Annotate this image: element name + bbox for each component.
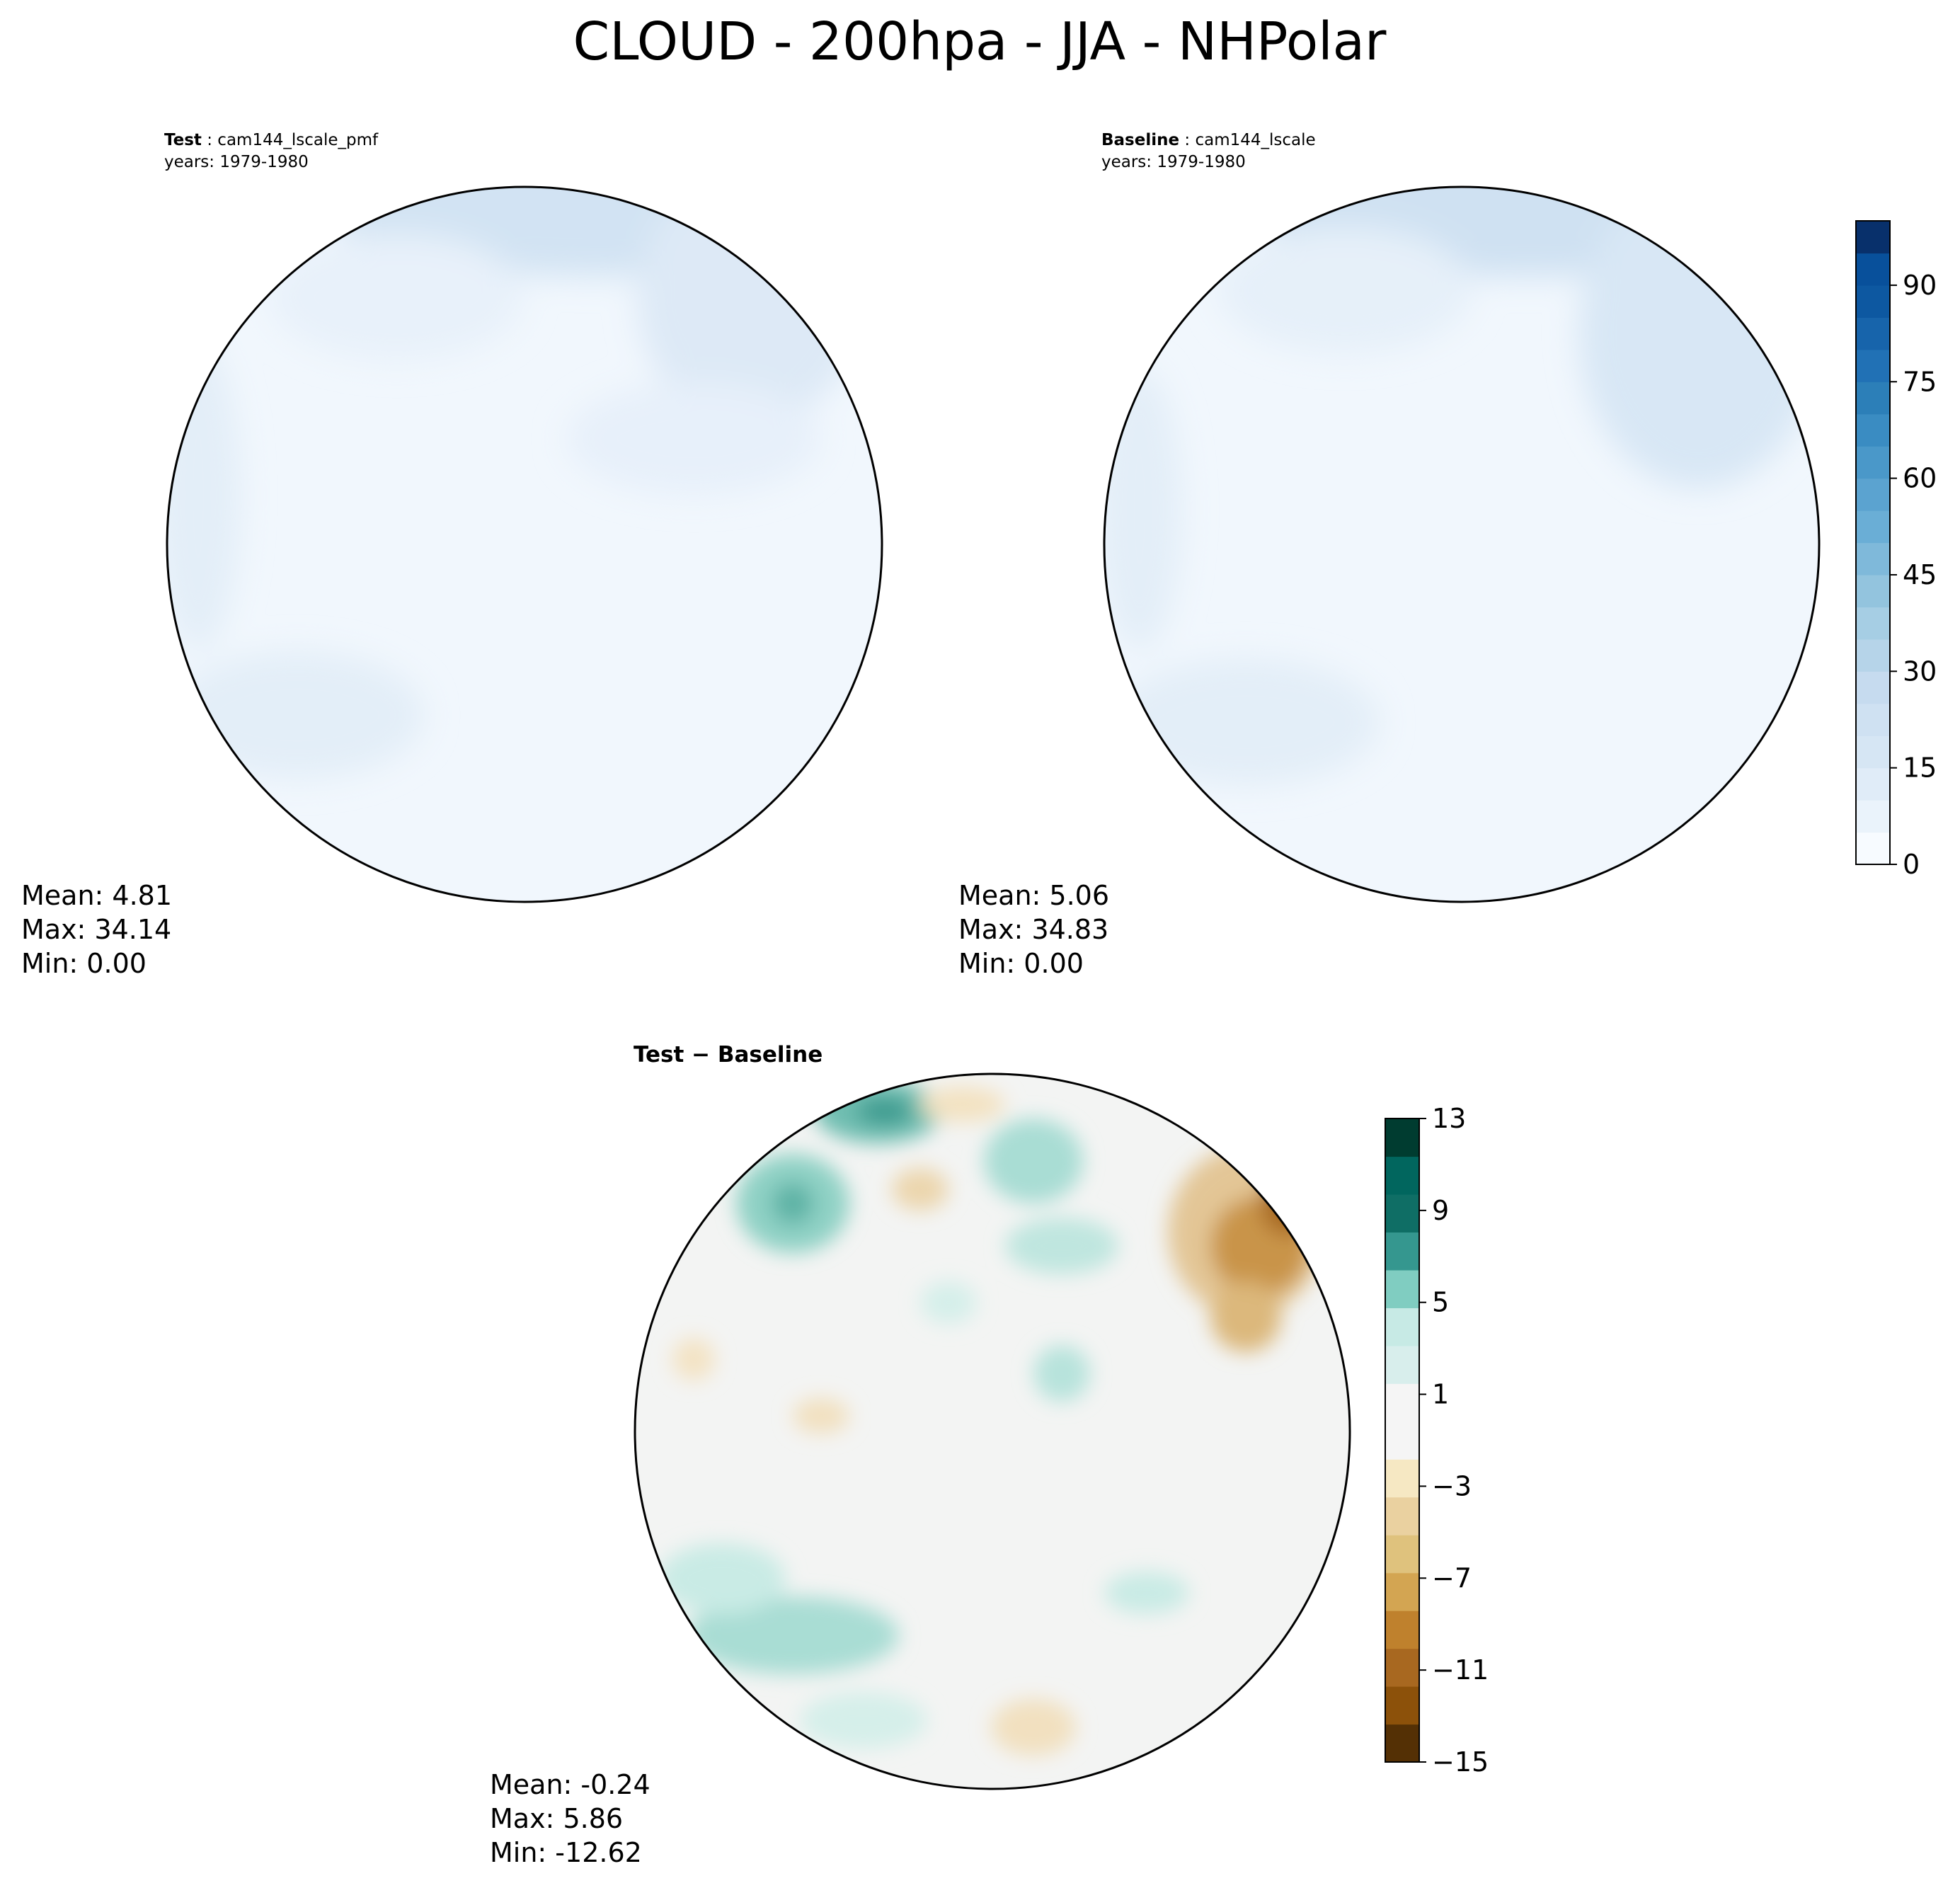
colorbar-diff-swatch xyxy=(1385,1308,1419,1346)
test-label: Test xyxy=(164,131,202,149)
colorbar-main-swatch xyxy=(1856,317,1890,350)
test-min: Min: 0.00 xyxy=(21,948,147,979)
test-mean: Mean: 4.81 xyxy=(21,880,172,911)
colorbar-main: 0 15 30 45 60 75 90 xyxy=(1855,220,1937,880)
figure-title: CLOUD - 200hpa - JJA - NHPolar xyxy=(573,11,1387,72)
colorbar-diff-swatch xyxy=(1385,1572,1419,1611)
baseline-years: years: 1979-1980 xyxy=(1101,153,1246,171)
colorbar-diff-tick-label: −15 xyxy=(1432,1746,1489,1778)
colorbar-main-tick-label: 60 xyxy=(1903,463,1937,494)
colorbar-diff-tick-label: 1 xyxy=(1432,1379,1449,1410)
colorbar-diff-frame xyxy=(1385,1118,1420,1763)
diff-max: Max: 5.86 xyxy=(490,1803,623,1834)
colorbar-diff: 13 9 5 1 −3 −7 −11 −15 xyxy=(1385,1103,1489,1778)
diff-header: Test − Baseline xyxy=(634,1042,823,1068)
test-map-boundary xyxy=(166,185,883,903)
baseline-map-boundary xyxy=(1103,185,1821,903)
colorbar-main-swatch xyxy=(1856,639,1890,672)
colorbar-diff-swatch xyxy=(1385,1156,1419,1195)
baseline-case-name: cam144_lscale xyxy=(1195,131,1315,149)
diff-map-boundary xyxy=(634,1072,1351,1790)
colorbar-diff-swatch xyxy=(1385,1345,1419,1384)
colorbar-diff-swatch xyxy=(1385,1383,1419,1422)
diff-map xyxy=(635,1074,1350,1789)
colorbar-main-swatch xyxy=(1856,736,1890,769)
colorbar-diff-swatch xyxy=(1385,1535,1419,1574)
test-header: Test : cam144_lscale_pmf xyxy=(164,131,379,149)
colorbar-main-swatch xyxy=(1856,671,1890,704)
colorbar-diff-swatch xyxy=(1385,1459,1419,1498)
test-max: Max: 34.14 xyxy=(21,914,171,945)
colorbar-main-swatch xyxy=(1856,607,1890,640)
diff-panel: Test − Baseline xyxy=(490,1042,1351,1868)
colorbar-main-tick-label: 90 xyxy=(1903,270,1937,301)
baseline-map xyxy=(1104,187,1819,902)
colorbar-diff-tick-label: 13 xyxy=(1432,1103,1466,1134)
colorbar-main-swatch xyxy=(1856,413,1890,447)
baseline-panel: Baseline : cam144_lscale years: 1979-198… xyxy=(958,131,1821,979)
colorbar-diff-tick-label: 9 xyxy=(1432,1195,1449,1226)
colorbar-main-tick-label: 75 xyxy=(1903,366,1937,397)
diff-min: Min: -12.62 xyxy=(490,1837,642,1868)
colorbar-diff-tick-label: −11 xyxy=(1432,1654,1489,1686)
colorbar-main-swatch xyxy=(1856,767,1890,801)
colorbar-main-swatch xyxy=(1856,478,1890,511)
colorbar-diff-swatch xyxy=(1385,1686,1419,1725)
colorbar-diff-swatch xyxy=(1385,1648,1419,1687)
baseline-label: Baseline xyxy=(1101,131,1179,149)
colorbar-main-tick-label: 0 xyxy=(1903,849,1920,880)
test-panel: Test : cam144_lscale_pmf years: 1979-198… xyxy=(21,131,883,979)
colorbar-main-swatch xyxy=(1856,574,1890,607)
colorbar-main-swatch xyxy=(1856,800,1890,833)
baseline-min: Min: 0.00 xyxy=(958,948,1084,979)
colorbar-main-swatch xyxy=(1856,221,1890,254)
colorbar-diff-tick-label: 5 xyxy=(1432,1287,1449,1318)
colorbar-main-frame xyxy=(1855,220,1891,865)
colorbar-diff-tick-label: −3 xyxy=(1432,1470,1472,1501)
baseline-mean: Mean: 5.06 xyxy=(958,880,1109,911)
test-map xyxy=(167,187,882,902)
colorbar-main-swatch xyxy=(1856,832,1890,865)
colorbar-diff-swatch xyxy=(1385,1269,1419,1308)
colorbar-main-swatch xyxy=(1856,253,1890,286)
baseline-max: Max: 34.83 xyxy=(958,914,1108,945)
colorbar-main-swatch xyxy=(1856,349,1890,382)
colorbar-diff-swatch xyxy=(1385,1119,1419,1157)
test-case-name: cam144_lscale_pmf xyxy=(217,131,379,149)
colorbar-main-swatch xyxy=(1856,285,1890,318)
colorbar-diff-tick-label: −7 xyxy=(1432,1562,1472,1594)
colorbar-main-tick-label: 15 xyxy=(1903,753,1937,784)
colorbar-main-swatch xyxy=(1856,446,1890,479)
colorbar-diff-swatch xyxy=(1385,1421,1419,1460)
colorbar-diff-swatch xyxy=(1385,1610,1419,1649)
colorbar-diff-swatch xyxy=(1385,1194,1419,1233)
baseline-header: Baseline : cam144_lscale xyxy=(1101,131,1316,149)
colorbar-main-swatch xyxy=(1856,703,1890,736)
colorbar-diff-swatch xyxy=(1385,1232,1419,1271)
test-years: years: 1979-1980 xyxy=(164,153,309,171)
colorbar-diff-swatch xyxy=(1385,1724,1419,1763)
colorbar-diff-swatch xyxy=(1385,1497,1419,1535)
colorbar-main-tick-label: 30 xyxy=(1903,656,1937,687)
colorbar-main-tick-label: 45 xyxy=(1903,559,1937,590)
diff-mean: Mean: -0.24 xyxy=(490,1769,651,1800)
colorbar-main-swatch xyxy=(1856,510,1890,544)
colorbar-main-swatch xyxy=(1856,382,1890,415)
colorbar-main-swatch xyxy=(1856,542,1890,576)
